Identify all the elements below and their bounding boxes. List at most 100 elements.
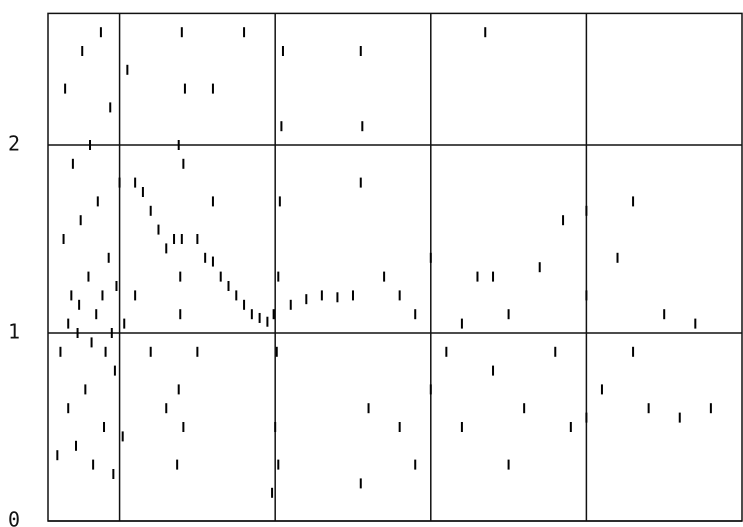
point <box>181 27 183 37</box>
point <box>282 46 284 56</box>
point <box>134 290 136 300</box>
point <box>103 422 105 432</box>
point <box>134 178 136 188</box>
point <box>81 46 83 56</box>
point <box>165 403 167 413</box>
point <box>150 347 152 357</box>
point <box>181 234 183 244</box>
point <box>648 403 650 413</box>
point <box>492 366 494 376</box>
point <box>84 384 86 394</box>
point <box>523 403 525 413</box>
point <box>126 65 128 75</box>
point <box>710 403 712 413</box>
point <box>77 328 79 338</box>
point <box>414 460 416 470</box>
chart: 0 1 2 <box>0 0 743 527</box>
point <box>585 290 587 300</box>
point <box>212 84 214 94</box>
point <box>179 272 181 282</box>
point <box>80 215 82 225</box>
point <box>601 384 603 394</box>
point <box>585 206 587 216</box>
point <box>360 46 362 56</box>
point <box>484 27 486 37</box>
point <box>165 243 167 253</box>
point <box>67 319 69 329</box>
point <box>157 225 159 235</box>
point <box>290 300 292 310</box>
point <box>95 309 97 319</box>
point <box>182 422 184 432</box>
point <box>243 27 245 37</box>
point <box>182 159 184 169</box>
point <box>352 290 354 300</box>
point <box>173 234 175 244</box>
point <box>251 309 253 319</box>
point <box>321 290 323 300</box>
point <box>280 121 282 131</box>
point <box>461 422 463 432</box>
point <box>274 422 276 432</box>
point <box>679 413 681 423</box>
point <box>259 313 261 323</box>
point <box>617 253 619 263</box>
point <box>122 431 124 441</box>
point <box>414 309 416 319</box>
point <box>585 413 587 423</box>
y-tick-label: 2 <box>8 132 20 156</box>
point <box>273 309 275 319</box>
point <box>150 206 152 216</box>
point <box>399 422 401 432</box>
point <box>360 178 362 188</box>
y-tick-label: 1 <box>8 320 20 344</box>
point <box>178 384 180 394</box>
point <box>430 384 432 394</box>
point <box>220 272 222 282</box>
point <box>508 309 510 319</box>
point <box>305 294 307 304</box>
point <box>64 84 66 94</box>
point <box>204 253 206 263</box>
point <box>123 319 125 329</box>
point <box>87 272 89 282</box>
point <box>67 403 69 413</box>
point <box>430 253 432 263</box>
point <box>243 300 245 310</box>
point <box>184 84 186 94</box>
point <box>277 460 279 470</box>
point <box>271 488 273 498</box>
point <box>108 253 110 263</box>
point <box>361 121 363 131</box>
y-tick-label: 0 <box>8 508 20 527</box>
point <box>111 328 113 338</box>
point <box>554 347 556 357</box>
point <box>196 347 198 357</box>
point <box>632 347 634 357</box>
point <box>142 187 144 197</box>
point <box>89 140 91 150</box>
point <box>109 102 111 112</box>
point <box>78 300 80 310</box>
point <box>279 196 281 206</box>
point <box>176 460 178 470</box>
point <box>360 478 362 488</box>
point <box>663 309 665 319</box>
point <box>336 292 338 302</box>
point <box>105 347 107 357</box>
point <box>562 215 564 225</box>
point <box>212 196 214 206</box>
point <box>492 272 494 282</box>
point <box>476 272 478 282</box>
point <box>114 366 116 376</box>
point <box>539 262 541 272</box>
point <box>461 319 463 329</box>
point <box>368 403 370 413</box>
point <box>228 281 230 291</box>
point <box>72 159 74 169</box>
point <box>115 281 117 291</box>
point <box>70 290 72 300</box>
point <box>235 290 237 300</box>
point <box>570 422 572 432</box>
point <box>694 319 696 329</box>
